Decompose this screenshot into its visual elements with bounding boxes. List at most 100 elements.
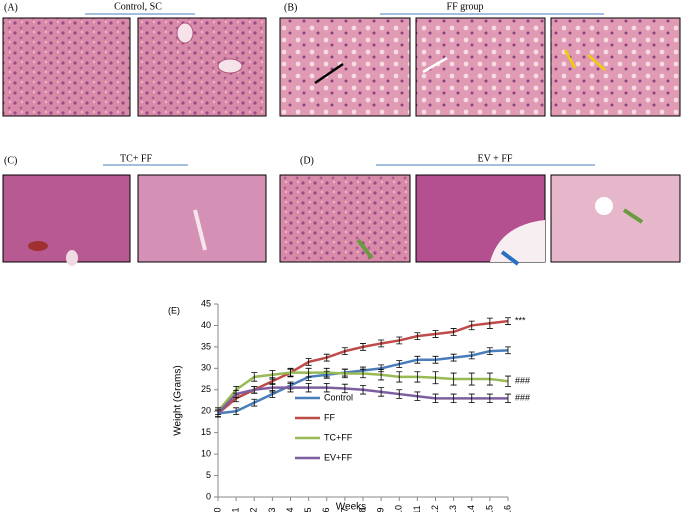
error-bar xyxy=(360,368,366,379)
vessel xyxy=(595,197,613,215)
micrograph xyxy=(415,17,546,117)
x-tick-label: 3 xyxy=(267,507,277,512)
micrograph xyxy=(137,174,267,263)
error-bar xyxy=(450,372,457,386)
error-bar xyxy=(450,393,457,404)
panel-label: (C) xyxy=(4,155,17,166)
arrow xyxy=(563,49,577,69)
error-bar xyxy=(468,351,475,360)
error-bar xyxy=(505,346,511,355)
panel-title: FF group xyxy=(447,1,484,12)
error-bar xyxy=(251,372,258,382)
x-tick-label: 14 xyxy=(466,505,476,512)
error-bar xyxy=(468,320,475,331)
error-bar xyxy=(251,398,258,407)
y-tick-label: 15 xyxy=(201,427,211,437)
error-bar xyxy=(486,393,493,404)
error-bar xyxy=(432,393,439,404)
error-bar xyxy=(396,360,403,368)
arrow xyxy=(314,62,344,85)
error-bar xyxy=(414,332,421,340)
error-bar xyxy=(251,385,258,394)
error-bar xyxy=(323,353,330,362)
panel-label: (D) xyxy=(300,155,314,166)
error-bar xyxy=(486,347,493,356)
legend-label: Control xyxy=(324,392,353,402)
x-tick-label: 8 xyxy=(357,507,367,512)
micrograph xyxy=(550,174,681,263)
error-bar xyxy=(396,389,403,399)
y-tick-label: 30 xyxy=(201,363,211,373)
error-bar xyxy=(341,347,348,356)
error-bar xyxy=(414,391,421,401)
error-bar xyxy=(341,368,348,379)
x-tick-label: 9 xyxy=(376,507,386,512)
error-bar xyxy=(323,382,330,393)
micrograph xyxy=(279,174,411,263)
legend-label: EV+FF xyxy=(324,452,353,462)
error-bar xyxy=(396,336,403,345)
vessel xyxy=(193,209,207,251)
arrow xyxy=(622,208,644,224)
arrow xyxy=(422,56,448,74)
error-bar xyxy=(215,409,221,418)
x-tick-label: 13 xyxy=(448,505,458,512)
error-bar xyxy=(505,393,511,404)
error-bar xyxy=(269,370,276,380)
x-tick-label: 12 xyxy=(430,505,440,512)
y-tick-label: 45 xyxy=(201,298,211,308)
y-tick-label: 35 xyxy=(201,341,211,351)
x-tick-label: 10 xyxy=(394,505,404,512)
y-tick-label: 20 xyxy=(201,406,211,416)
error-bar xyxy=(360,343,366,351)
vessel xyxy=(217,58,243,74)
micrograph xyxy=(2,174,131,263)
error-bar xyxy=(432,355,439,364)
error-bar xyxy=(505,375,511,387)
micrograph xyxy=(279,17,411,117)
legend-label: TC+FF xyxy=(324,432,353,442)
error-bar xyxy=(269,382,276,393)
error-bar xyxy=(468,393,475,404)
x-tick-label: 0 xyxy=(212,507,222,512)
micrograph xyxy=(550,17,681,117)
panel-label: (A) xyxy=(4,2,18,13)
y-tick-label: 40 xyxy=(201,320,211,330)
vessel xyxy=(66,250,78,266)
significance-label: *** xyxy=(515,316,526,326)
micrograph xyxy=(2,17,131,117)
x-tick-label: 1 xyxy=(231,507,241,512)
error-bar xyxy=(378,339,385,348)
error-bar xyxy=(305,382,312,393)
error-bar xyxy=(378,387,385,397)
y-tick-label: 5 xyxy=(206,470,211,480)
error-bar xyxy=(305,358,312,366)
panel-title: TC+ FF xyxy=(120,153,152,164)
x-tick-label: 2 xyxy=(249,507,259,512)
significance-label: ### xyxy=(515,376,530,386)
error-bar xyxy=(287,382,294,393)
panel-title: EV + FF xyxy=(478,153,513,164)
arrow xyxy=(500,250,520,266)
y-axis-title: Weight (Grams) xyxy=(173,365,184,435)
error-bar xyxy=(486,372,493,386)
error-bar xyxy=(378,369,385,381)
arrow xyxy=(587,54,606,71)
panel-label: (E) xyxy=(168,305,180,315)
error-bar xyxy=(341,383,348,394)
arrow xyxy=(356,238,374,260)
error-bar xyxy=(486,317,493,329)
legend-label: FF xyxy=(324,412,335,422)
x-axis-title: Weeks xyxy=(336,502,366,512)
error-bar xyxy=(450,353,457,362)
y-tick-label: 25 xyxy=(201,384,211,394)
panel-label: (B) xyxy=(284,2,297,13)
error-bar xyxy=(233,407,240,416)
error-bar xyxy=(414,355,421,364)
error-bar xyxy=(396,371,403,383)
x-tick-label: 4 xyxy=(285,507,295,512)
error-bar xyxy=(233,390,240,398)
error-bar xyxy=(360,385,366,395)
